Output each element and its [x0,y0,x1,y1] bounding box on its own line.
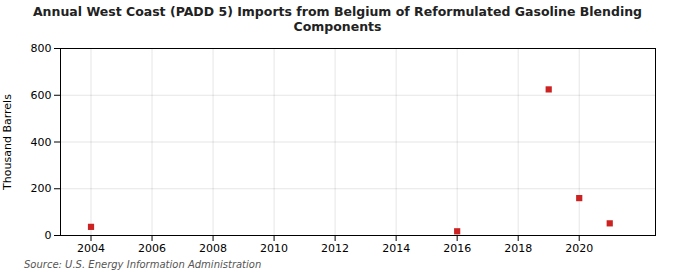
svg-text:600: 600 [31,89,52,102]
svg-text:2012: 2012 [321,242,349,255]
svg-text:200: 200 [31,182,52,195]
svg-text:Thousand Barrels: Thousand Barrels [1,94,14,191]
svg-text:2020: 2020 [565,242,593,255]
svg-text:2018: 2018 [504,242,532,255]
svg-text:2014: 2014 [382,242,410,255]
svg-text:2016: 2016 [443,242,471,255]
svg-text:2008: 2008 [199,242,227,255]
svg-text:2010: 2010 [260,242,288,255]
svg-text:0: 0 [45,229,52,242]
html-text:Annual West Coast (PADD 5) Imp: Annual West Coast (PADD 5) Imports from … [32,4,643,34]
svg-text:2004: 2004 [77,242,105,255]
svg-text:2006: 2006 [138,242,166,255]
svg-text:400: 400 [31,136,52,149]
svg-text:800: 800 [31,42,52,55]
html-text:Source: U.S. Energy Informatio: Source: U.S. Energy Information Administ… [24,259,262,270]
